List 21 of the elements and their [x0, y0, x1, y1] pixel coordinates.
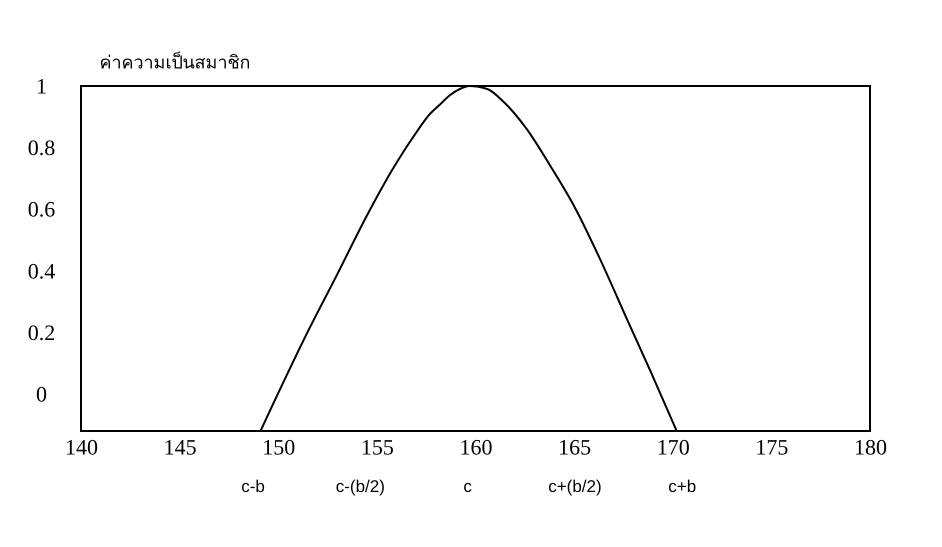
text: c+b: [668, 477, 696, 496]
x-tick-label: 175: [755, 434, 788, 460]
x-tick-label: 170: [656, 434, 690, 460]
text: c-(b/2): [336, 477, 385, 496]
y-tick-label: 1: [36, 74, 47, 98]
x-tick-label: 150: [262, 434, 296, 460]
y-tick-label: 0.4: [28, 258, 56, 284]
x-tick-label: 155: [360, 434, 394, 460]
text: c-b: [241, 477, 265, 496]
y-tick-label: 0: [36, 382, 47, 407]
y-tick-label: 0.2: [28, 320, 56, 345]
x-tick-label: 140: [65, 434, 98, 460]
x-tick-label: 180: [854, 434, 887, 460]
y-tick-label: 0.8: [28, 135, 56, 160]
x-tick-label: 145: [164, 434, 197, 460]
x-tick-label: 160: [460, 434, 492, 460]
x-tick-label: 165: [558, 434, 592, 460]
y-tick-label: 0.6: [28, 196, 56, 222]
text: c: [463, 477, 472, 496]
text: c+(b/2): [548, 477, 602, 496]
y-axis-title: ค่าความเป็นสมาชิก: [100, 50, 250, 74]
